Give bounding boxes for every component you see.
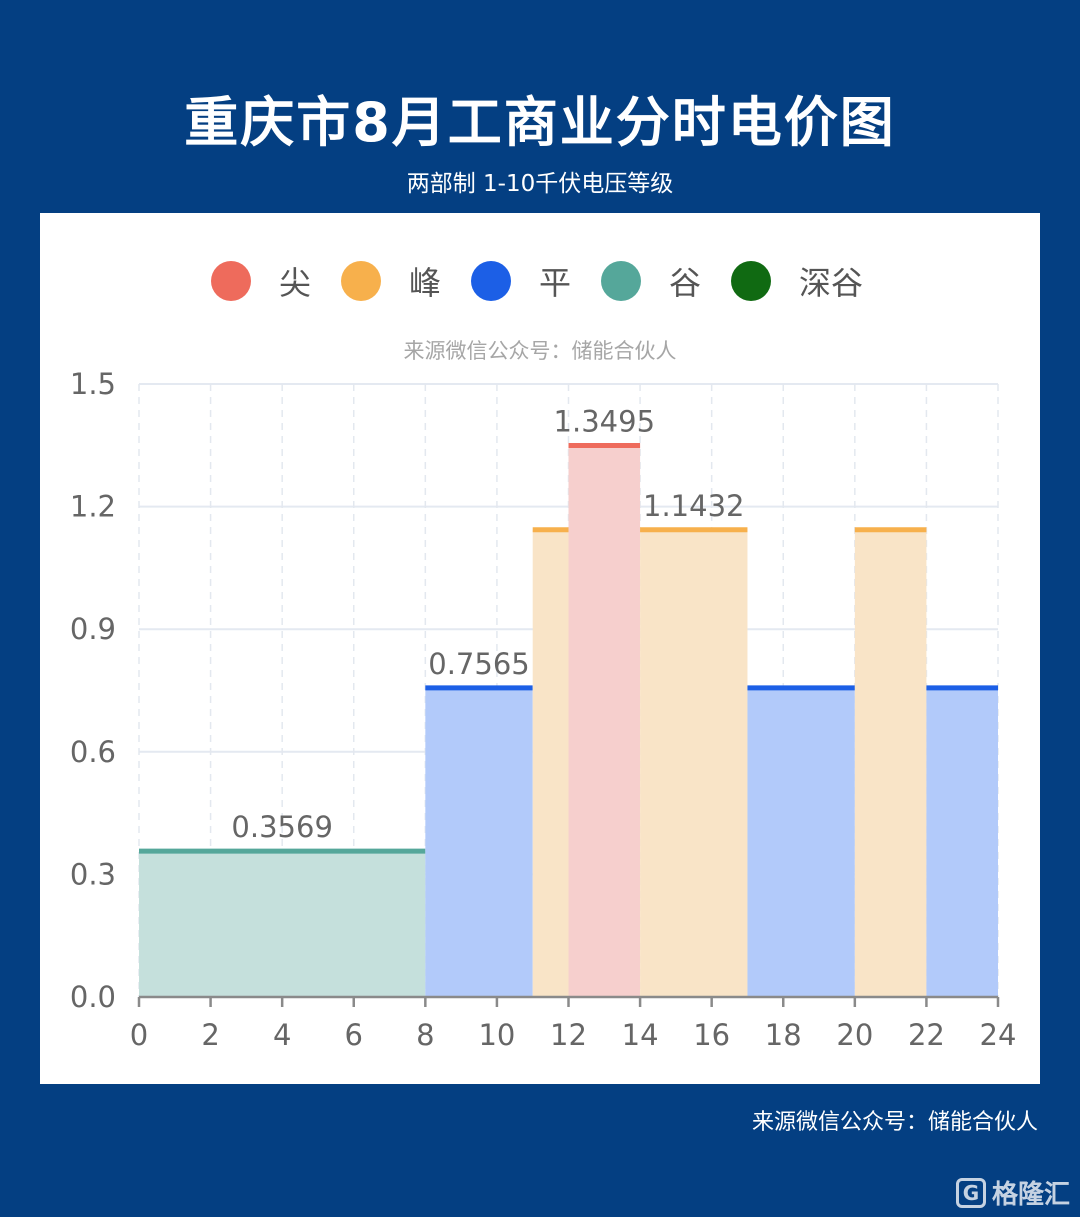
y-tick-label: 1.2: [70, 490, 116, 524]
x-tick-label: 20: [836, 1018, 873, 1052]
data-label: 0.7565: [428, 647, 529, 681]
chart-watermark: 来源微信公众号：储能合伙人: [403, 339, 677, 363]
logo-text: 格隆汇: [991, 1180, 1070, 1210]
legend-label-jian: 尖: [279, 264, 312, 302]
chart-panel: 0 2 4 6 8 10 12 14 16 18 20 22 24 0.0 0.3 0.6 0.9 1.2 1.5 0…: [40, 213, 1040, 1084]
area-segment-feng: [640, 529, 748, 997]
area-segment-ping: [747, 687, 855, 997]
legend-label-shengu: 深谷: [799, 264, 864, 302]
x-tick-label: 0: [130, 1018, 148, 1052]
legend-item-feng[interactable]: 峰: [341, 258, 441, 304]
x-tick-label: 8: [416, 1018, 434, 1052]
y-tick-label: 0.0: [70, 980, 116, 1014]
footer-source: 来源微信公众号：储能合伙人: [751, 1110, 1038, 1135]
x-tick-label: 2: [201, 1018, 219, 1052]
x-tick-label: 22: [908, 1018, 945, 1052]
legend-dot-gu: [601, 261, 641, 301]
legend-dot-ping: [471, 261, 511, 301]
data-label: 0.3569: [231, 810, 332, 844]
brand-logo: G 格隆汇: [955, 1174, 1070, 1211]
chart-legend: 尖 峰 平 谷 深谷: [0, 258, 1080, 304]
legend-item-gu[interactable]: 谷: [601, 258, 701, 304]
y-tick-label: 0.9: [70, 612, 116, 646]
legend-dot-feng: [341, 261, 381, 301]
legend-label-gu: 谷: [669, 264, 702, 302]
area-segment-gu: [139, 851, 426, 997]
page-subtitle: 两部制 1-10千伏电压等级: [406, 171, 674, 197]
legend-item-shengu[interactable]: 深谷: [731, 258, 863, 304]
x-tick-label: 16: [693, 1018, 730, 1052]
x-tick-label: 18: [765, 1018, 802, 1052]
x-tick-label: 4: [273, 1018, 291, 1052]
area-segment-ping: [926, 687, 998, 997]
x-tick-label: 6: [345, 1018, 363, 1052]
area-segment-feng: [532, 529, 569, 997]
x-tick-label: 14: [622, 1018, 659, 1052]
page-title: 重庆市8月工商业分时电价图: [184, 91, 896, 154]
area-segment-feng: [854, 529, 927, 997]
data-label: 1.3495: [554, 405, 655, 439]
x-tick-label: 10: [478, 1018, 515, 1052]
logo-mark: G: [955, 1177, 986, 1208]
y-tick-label: 0.3: [70, 857, 116, 891]
y-tick-label: 0.6: [70, 735, 116, 769]
area-segment-jian: [568, 445, 641, 997]
legend-dot-jian: [211, 261, 251, 301]
legend-dot-shengu: [731, 261, 771, 301]
legend-item-jian[interactable]: 尖: [211, 258, 311, 304]
legend-label-ping: 平: [539, 264, 572, 302]
chart-svg: 0 2 4 6 8 10 12 14 16 18 20 22 240.00.30.60.91.21.50…: [70, 367, 1017, 1052]
legend-label-feng: 峰: [409, 264, 442, 302]
legend-item-ping[interactable]: 平: [471, 258, 571, 304]
x-tick-label: 24: [980, 1018, 1017, 1052]
area-segment-ping: [425, 687, 533, 997]
x-tick-label: 12: [550, 1018, 587, 1052]
data-label: 1.1432: [643, 489, 744, 523]
y-tick-label: 1.5: [70, 367, 116, 401]
